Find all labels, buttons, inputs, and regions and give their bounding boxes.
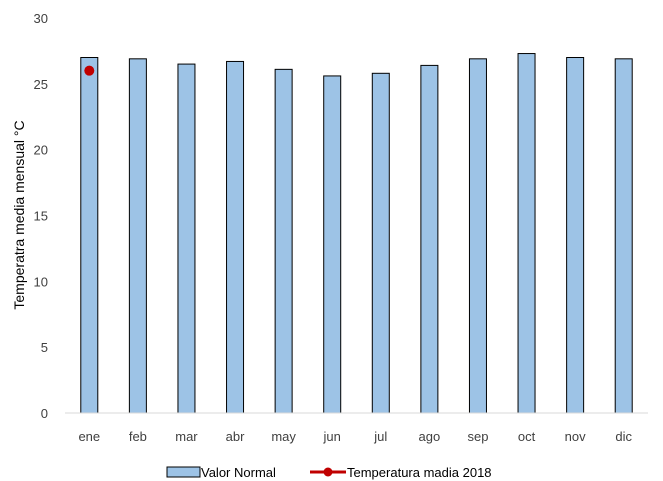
bar-oct (517, 53, 536, 414)
y-tick-label: 25 (34, 77, 48, 92)
x-tick-label-ago: ago (419, 429, 441, 444)
bar-jun (323, 75, 342, 414)
x-tick-label-nov: nov (565, 429, 586, 444)
bar-abr (226, 60, 245, 414)
bar-nov (566, 57, 585, 414)
bar-jul (371, 72, 390, 414)
bar-series (80, 53, 633, 414)
legend-item-temperatura: Temperatura madia 2018 (310, 465, 492, 480)
x-tick-label-dic: dic (615, 429, 632, 444)
y-axis-ticks: 0 5 10 15 20 25 30 (34, 11, 48, 421)
legend-swatch-bar (166, 466, 201, 478)
bar-may (274, 68, 293, 414)
y-tick-label: 20 (34, 143, 48, 158)
x-tick-label-may: may (271, 429, 296, 444)
x-tick-label-mar: mar (175, 429, 198, 444)
x-tick-label-jun: jun (323, 429, 341, 444)
bar-sep (468, 58, 487, 414)
bar-dic (614, 58, 633, 414)
legend-item-valor-normal: Valor Normal (166, 465, 276, 480)
x-tick-label-jul: jul (373, 429, 387, 444)
legend-label-valor-normal: Valor Normal (201, 465, 276, 480)
bar-feb (128, 58, 147, 414)
y-tick-label: 10 (34, 274, 48, 289)
x-tick-label-abr: abr (226, 429, 245, 444)
legend: Valor Normal Temperatura madia 2018 (166, 465, 492, 480)
x-axis-ticks: ene feb mar abr may jun jul ago sep oct nov dic (78, 429, 632, 444)
legend-swatch-marker (323, 467, 333, 477)
point-2018-ene (84, 65, 95, 76)
line-series-points (84, 65, 95, 76)
y-tick-label: 0 (41, 406, 48, 421)
bar-ene (80, 57, 99, 414)
x-tick-label-ene: ene (78, 429, 100, 444)
y-tick-label: 5 (41, 340, 48, 355)
x-tick-label-sep: sep (467, 429, 488, 444)
bar-mar (177, 63, 196, 414)
y-tick-label: 15 (34, 209, 48, 224)
x-tick-label-oct: oct (518, 429, 536, 444)
y-tick-label: 30 (34, 11, 48, 26)
x-tick-label-feb: feb (129, 429, 147, 444)
legend-label-temperatura: Temperatura madia 2018 (347, 465, 492, 480)
y-axis-label: Temperatra media mensual °C (11, 120, 27, 309)
bar-ago (420, 64, 439, 414)
